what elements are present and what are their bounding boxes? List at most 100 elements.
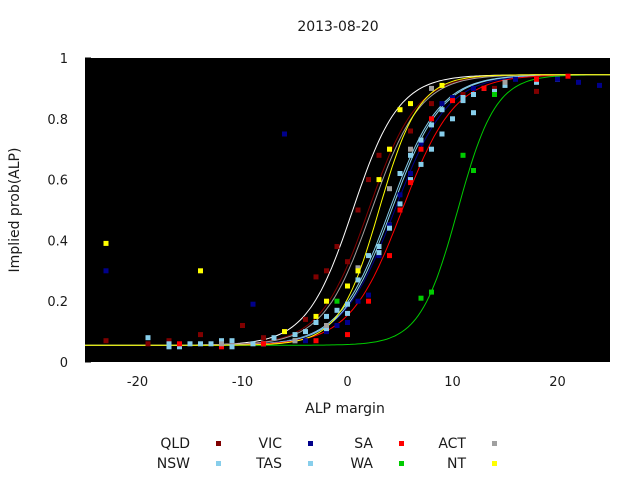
y-tick-label: 0.6	[47, 174, 68, 189]
data-point-vic	[103, 268, 109, 274]
data-point-tas	[324, 326, 329, 332]
data-point-wa	[334, 298, 340, 304]
data-point-nsw	[502, 82, 508, 88]
data-point-qld	[429, 101, 434, 107]
x-tick-label: 20	[549, 375, 566, 390]
data-point-qld	[492, 85, 497, 91]
data-point-tas	[418, 137, 424, 143]
data-point-vic	[250, 301, 256, 307]
data-point-tas	[198, 341, 203, 347]
data-point-nsw	[313, 320, 319, 325]
legend-marker-nt	[492, 461, 497, 466]
data-point-qld	[355, 207, 361, 213]
data-point-sa	[450, 98, 455, 104]
data-point-sa	[313, 338, 319, 344]
legend-marker-act	[492, 441, 497, 446]
data-point-sa	[366, 298, 371, 304]
data-point-nsw	[219, 338, 224, 344]
data-point-vic	[576, 79, 581, 85]
data-point-qld	[145, 341, 151, 347]
data-point-sa	[481, 85, 487, 91]
data-point-tas	[166, 344, 172, 350]
data-point-sa	[565, 73, 571, 79]
data-point-nsw	[177, 344, 182, 350]
data-point-nsw	[166, 341, 172, 347]
data-point-nt	[345, 283, 350, 289]
legend-marker-vic	[308, 441, 313, 446]
legend-label-sa: SA	[354, 436, 373, 452]
data-point-nsw	[439, 131, 445, 137]
data-point-tas	[345, 310, 350, 316]
data-point-nsw	[145, 335, 151, 341]
data-point-sa	[219, 344, 224, 350]
data-point-tas	[439, 107, 445, 113]
data-point-tas	[460, 95, 466, 100]
legend-label-nsw: NSW	[157, 456, 190, 472]
data-point-vic	[513, 76, 518, 82]
data-point-sa	[408, 180, 413, 186]
data-point-nsw	[334, 307, 340, 313]
data-point-vic	[439, 101, 445, 107]
plot-background	[85, 58, 610, 362]
data-point-nsw	[208, 341, 214, 347]
data-point-vic	[418, 140, 424, 146]
data-point-vic	[366, 292, 371, 298]
legend-label-tas: TAS	[255, 456, 282, 472]
data-point-nsw	[366, 253, 371, 259]
data-point-nsw	[408, 177, 413, 183]
data-point-qld	[324, 268, 329, 274]
data-point-qld	[240, 323, 245, 328]
x-tick-label: 0	[343, 375, 351, 390]
data-point-nt	[313, 313, 319, 319]
data-point-nsw	[229, 338, 235, 344]
data-point-vic	[408, 171, 413, 176]
data-point-vic	[397, 192, 403, 198]
data-point-act	[408, 146, 413, 152]
data-point-qld	[345, 259, 350, 265]
data-point-act	[292, 338, 298, 344]
legend-label-act: ACT	[438, 436, 466, 452]
data-point-sa	[418, 146, 424, 152]
data-point-qld	[303, 316, 308, 322]
legend-marker-sa	[399, 441, 404, 446]
data-point-tas	[408, 152, 413, 158]
y-axis-label: Implied prob(ALP)	[7, 148, 23, 273]
data-point-vic	[376, 253, 382, 259]
data-point-nt	[408, 101, 413, 107]
data-point-wa	[418, 295, 424, 301]
data-point-tas	[397, 171, 403, 176]
data-point-sa	[261, 341, 266, 347]
data-point-sa	[387, 253, 392, 259]
legend-label-nt: NT	[447, 456, 466, 472]
data-point-vic	[597, 82, 602, 88]
data-point-sa	[345, 332, 350, 338]
data-point-qld	[103, 338, 109, 344]
fit-curve-nt	[85, 74, 610, 346]
data-point-qld	[166, 338, 172, 344]
data-point-nt	[324, 298, 329, 304]
data-point-nt	[282, 329, 287, 335]
legend-marker-tas	[308, 461, 313, 466]
x-tick-label: -10	[232, 375, 253, 390]
data-point-nt	[387, 146, 392, 152]
data-point-qld	[460, 92, 466, 97]
chart-title: 2013-08-20	[297, 19, 378, 35]
legend-marker-wa	[399, 461, 404, 466]
data-point-vic	[355, 298, 361, 304]
data-point-act	[429, 85, 434, 91]
data-point-tas	[355, 277, 361, 283]
data-point-nsw	[450, 116, 455, 122]
data-point-vic	[303, 338, 308, 344]
data-point-vic	[555, 76, 560, 82]
legend-label-wa: WA	[350, 456, 373, 472]
data-point-vic	[324, 329, 329, 335]
data-point-nt	[355, 268, 361, 274]
data-point-act	[502, 79, 508, 85]
y-tick-label: 0.8	[47, 113, 68, 128]
data-point-nsw	[397, 201, 403, 207]
data-point-tas	[492, 88, 497, 94]
y-tick-label: 1	[60, 52, 68, 67]
data-points	[103, 73, 602, 350]
data-point-nt	[376, 177, 382, 183]
